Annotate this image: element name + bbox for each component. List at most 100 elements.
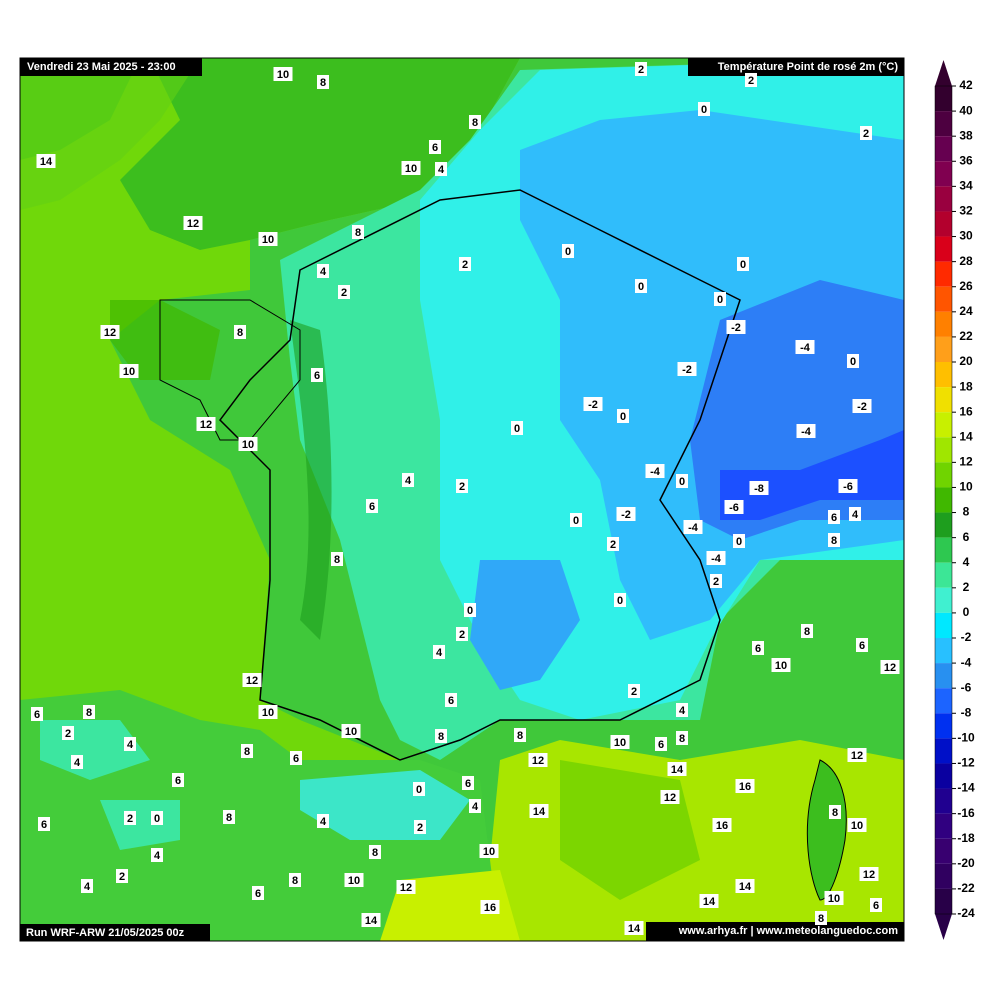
label-box — [796, 424, 816, 438]
map-value: 0 — [565, 246, 571, 258]
map-value: 8 — [355, 227, 361, 239]
colorbar-band — [935, 111, 952, 137]
colorbar-label: 22 — [959, 329, 973, 343]
map-value: 8 — [226, 812, 232, 824]
label-box — [829, 805, 841, 819]
map-value: 10 — [828, 893, 840, 905]
colorbar-band — [935, 86, 952, 112]
map-value: 2 — [127, 813, 133, 825]
colorbar-band — [935, 261, 952, 287]
map-value: 12 — [664, 792, 676, 804]
map-value: 6 — [41, 819, 47, 831]
label-box — [528, 753, 548, 767]
label-box — [344, 873, 364, 887]
map-value: 4 — [154, 850, 161, 862]
label-box — [290, 751, 302, 765]
map-value: 10 — [345, 726, 357, 738]
map-value: 6 — [293, 753, 299, 765]
map-value: 8 — [372, 847, 378, 859]
map-value: 6 — [34, 709, 40, 721]
colorbar-frame — [934, 85, 953, 915]
map-value: 8 — [292, 875, 298, 887]
colorbar-label: 24 — [959, 304, 973, 318]
map-value: -2 — [588, 399, 598, 411]
label-box — [677, 362, 697, 376]
map-value: 0 — [154, 813, 160, 825]
map-value: 2 — [713, 576, 719, 588]
map-value: 2 — [748, 75, 754, 87]
map-value: 14 — [703, 896, 716, 908]
label-box — [241, 744, 253, 758]
map-value: 4 — [74, 757, 81, 769]
label-box — [624, 921, 644, 935]
colorbar-label: -12 — [957, 756, 975, 770]
label-box — [258, 705, 278, 719]
colorbar-band — [935, 663, 952, 689]
map-value: 16 — [739, 781, 751, 793]
map-value: 8 — [679, 733, 685, 745]
map-value: 2 — [65, 728, 71, 740]
label-box — [396, 880, 416, 894]
map-value: 4 — [852, 509, 859, 521]
label-box — [870, 898, 882, 912]
label-box — [469, 115, 481, 129]
map-value: 6 — [369, 501, 375, 513]
run-info: Run WRF-ARW 21/05/2025 00z — [26, 927, 185, 939]
credits-box — [646, 922, 904, 941]
map-value: 12 — [187, 218, 199, 230]
label-box — [258, 232, 278, 246]
label-box — [795, 340, 815, 354]
label-box — [562, 244, 574, 258]
map-value: 2 — [341, 287, 347, 299]
map-value: 8 — [818, 913, 824, 925]
label-box — [83, 705, 95, 719]
colorbar-band — [935, 612, 952, 638]
map-value: 2 — [119, 871, 125, 883]
map-value: 0 — [617, 595, 623, 607]
colorbar-band — [935, 487, 952, 513]
map-background — [20, 58, 904, 941]
colorbar-label: -8 — [961, 705, 972, 719]
label-box — [710, 574, 722, 588]
label-box — [124, 811, 136, 825]
map-value: 8 — [334, 554, 340, 566]
label-box — [847, 818, 867, 832]
map-value: 8 — [320, 77, 326, 89]
label-box — [341, 724, 361, 738]
map-value: 8 — [244, 746, 250, 758]
map-value: 2 — [638, 64, 644, 76]
label-box — [838, 479, 858, 493]
map-value: 4 — [127, 739, 134, 751]
map-value: -2 — [682, 364, 692, 376]
map-value: 14 — [533, 806, 546, 818]
colorbar-label: 0 — [963, 605, 970, 619]
colorbar-label: 8 — [963, 505, 970, 519]
map-value: 10 — [775, 660, 787, 672]
map-value: 6 — [755, 643, 761, 655]
map-value: 0 — [514, 423, 520, 435]
label-box — [223, 810, 235, 824]
colorbar-band — [935, 236, 952, 262]
colorbar-band — [935, 161, 952, 187]
label-box — [698, 102, 710, 116]
colorbar-band — [935, 888, 952, 914]
label-box — [429, 140, 441, 154]
map-value: 16 — [716, 820, 728, 832]
label-box — [635, 279, 647, 293]
map-value: 14 — [40, 156, 53, 168]
label-box — [815, 911, 827, 925]
label-box — [445, 693, 457, 707]
map-value: 6 — [448, 695, 454, 707]
map-value: 10 — [851, 820, 863, 832]
colorbar-band — [935, 186, 952, 212]
label-box — [402, 473, 414, 487]
label-box — [71, 755, 83, 769]
colorbar-arrow-top — [935, 60, 952, 86]
label-box — [464, 603, 476, 617]
map-value: 2 — [610, 539, 616, 551]
label-box — [317, 264, 329, 278]
colorbar-band — [935, 211, 952, 237]
colorbar-band — [935, 412, 952, 438]
map-value: 8 — [831, 535, 837, 547]
label-box — [607, 537, 619, 551]
